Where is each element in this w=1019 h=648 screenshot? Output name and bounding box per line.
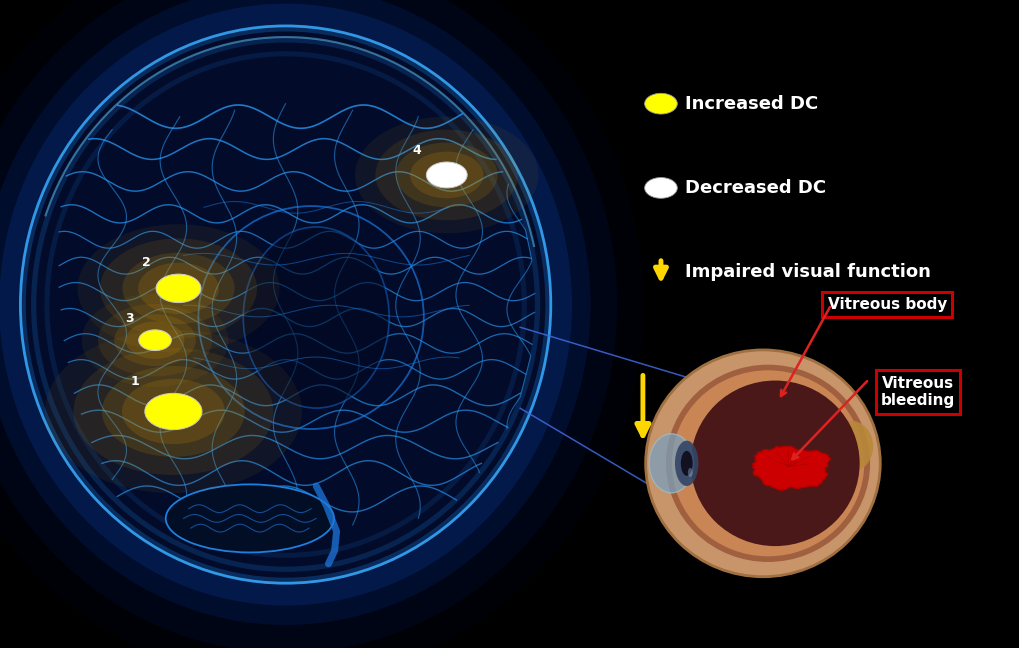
Ellipse shape — [0, 0, 616, 648]
Text: Vitreous body: Vitreous body — [826, 297, 947, 312]
Ellipse shape — [355, 117, 538, 233]
Ellipse shape — [73, 348, 273, 475]
Ellipse shape — [20, 26, 550, 583]
Ellipse shape — [114, 314, 196, 366]
Ellipse shape — [648, 434, 693, 493]
Text: Impaired visual function: Impaired visual function — [685, 263, 930, 281]
Ellipse shape — [122, 379, 224, 444]
Ellipse shape — [166, 485, 334, 552]
Ellipse shape — [375, 130, 518, 220]
Ellipse shape — [395, 143, 497, 207]
Ellipse shape — [827, 421, 872, 472]
Ellipse shape — [138, 262, 219, 314]
Ellipse shape — [102, 366, 245, 457]
Text: 1: 1 — [130, 375, 140, 388]
Ellipse shape — [125, 321, 184, 359]
Ellipse shape — [687, 468, 692, 477]
Ellipse shape — [0, 4, 572, 605]
Ellipse shape — [100, 238, 257, 338]
Ellipse shape — [122, 253, 234, 324]
Ellipse shape — [665, 365, 869, 562]
Text: 4: 4 — [412, 144, 421, 157]
Ellipse shape — [77, 224, 279, 353]
Ellipse shape — [82, 294, 228, 387]
Circle shape — [426, 162, 467, 188]
Ellipse shape — [690, 380, 859, 546]
Ellipse shape — [675, 441, 698, 486]
Circle shape — [145, 393, 202, 430]
Text: 3: 3 — [125, 312, 133, 325]
Circle shape — [156, 274, 201, 303]
Text: Decreased DC: Decreased DC — [685, 179, 825, 197]
Text: Vitreous
bleeding: Vitreous bleeding — [880, 376, 954, 408]
Ellipse shape — [681, 451, 692, 476]
Ellipse shape — [244, 227, 389, 408]
Ellipse shape — [98, 304, 212, 376]
Ellipse shape — [672, 371, 863, 556]
Circle shape — [644, 178, 677, 198]
Circle shape — [644, 93, 677, 114]
Ellipse shape — [645, 350, 879, 577]
Ellipse shape — [410, 152, 483, 198]
Ellipse shape — [0, 0, 590, 625]
Text: Increased DC: Increased DC — [685, 95, 818, 113]
Polygon shape — [752, 446, 829, 490]
Ellipse shape — [45, 330, 302, 493]
Circle shape — [139, 330, 171, 351]
Text: 2: 2 — [142, 256, 151, 269]
